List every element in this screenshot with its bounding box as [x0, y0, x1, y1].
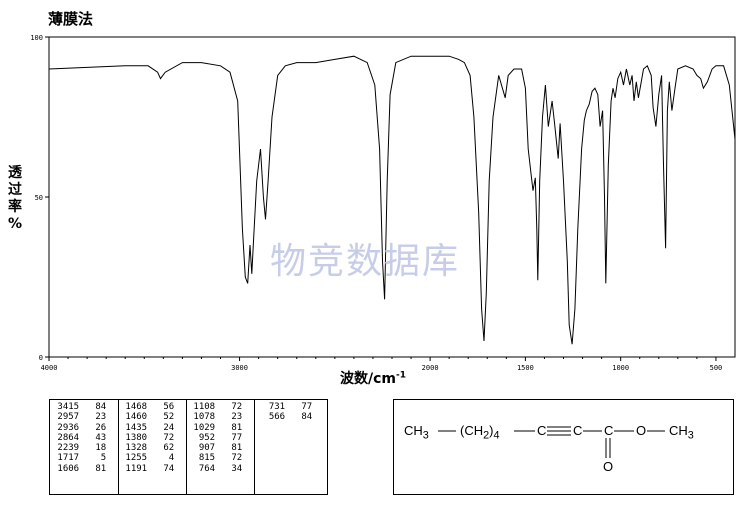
x-tick-label: 2000 [422, 364, 439, 372]
watermark: 物竞数据库 [270, 241, 461, 282]
peak-table-divider [118, 400, 119, 494]
peak-row: 907 81 [188, 443, 243, 454]
peak-row: 1717 5 [52, 453, 107, 464]
x-tick-label: 4000 [41, 364, 58, 372]
peak-row: 1108 72 [188, 402, 243, 412]
peak-row: 1606 81 [52, 463, 107, 474]
ir-spectrum-chart: 4000 3000 2000 1500 1000 500 0 50 100 [30, 34, 736, 372]
ester-o: O [636, 423, 647, 438]
peak-row: 1255 4 [120, 453, 175, 464]
peak-column: 1108 72 1078 23 1029 81 952 77 907 81 81… [188, 402, 242, 474]
carbonyl-o: O [603, 459, 614, 474]
alkyne-c2: C [573, 423, 583, 438]
alkyne-c1: C [537, 423, 547, 438]
peak-row: 2957 23 [52, 412, 107, 423]
peak-column: 1468 56 1460 52 1435 24 1380 72 1328 62 … [120, 402, 174, 474]
x-tick-label: 1500 [517, 364, 534, 372]
ch3-left: CH3 [404, 423, 429, 442]
peak-column: 3415 84 2957 23 2936 26 2864 43 2239 18 … [52, 402, 106, 474]
y-tick-label: 0 [39, 354, 43, 362]
y-axis-label-char: 率 [8, 199, 22, 215]
ch2-group: (CH2)4 [460, 423, 500, 442]
peak-row: 2239 18 [52, 443, 107, 454]
carbonyl-c: C [604, 423, 614, 438]
peak-row: 2936 26 [52, 422, 107, 433]
peak-row: 1460 52 [120, 412, 175, 423]
peak-row: 815 72 [188, 453, 243, 464]
peak-row: 1078 23 [188, 412, 243, 423]
peak-row: 1468 56 [120, 402, 175, 412]
peak-row: 1328 62 [120, 443, 175, 454]
peak-row: 1435 24 [120, 422, 175, 433]
peak-row: 2864 43 [52, 432, 107, 443]
peak-row: 952 77 [188, 432, 243, 443]
peak-row: 1029 81 [188, 422, 243, 433]
structure-bonds [438, 426, 665, 458]
x-tick-label: 500 [710, 364, 723, 372]
ch3-right: CH3 [669, 423, 694, 442]
peak-row: 731 77 [258, 402, 313, 412]
peak-row: 3415 84 [52, 402, 107, 412]
y-tick-label: 50 [35, 194, 43, 202]
x-axis-label: 波数/cm-1 [340, 370, 406, 387]
x-tick-label: 1000 [612, 364, 629, 372]
structure-box: CH3 (CH2)4 C C C O CH3 O [393, 399, 734, 495]
y-axis-label-char: 透 [8, 165, 22, 181]
axis-ticks: 4000 3000 2000 1500 1000 500 0 50 100 [30, 34, 722, 372]
peak-table: 3415 84 2957 23 2936 26 2864 43 2239 18 … [49, 399, 328, 495]
y-axis-label-char: % [7, 216, 23, 232]
x-tick-label: 3000 [231, 364, 248, 372]
peak-table-divider [254, 400, 255, 494]
peak-row: 764 34 [188, 463, 243, 474]
y-tick-label: 100 [30, 34, 43, 42]
peak-row: 1191 74 [120, 463, 175, 474]
y-axis-label-char: 过 [8, 182, 22, 198]
peak-row: 1380 72 [120, 432, 175, 443]
peak-row: 566 84 [258, 412, 313, 423]
chart-title: 薄膜法 [48, 10, 94, 28]
peak-column: 731 77 566 84 [258, 402, 312, 423]
peak-table-divider [186, 400, 187, 494]
spectrum-line [48, 55, 736, 345]
y-axis-label: 透过率% [4, 165, 26, 233]
